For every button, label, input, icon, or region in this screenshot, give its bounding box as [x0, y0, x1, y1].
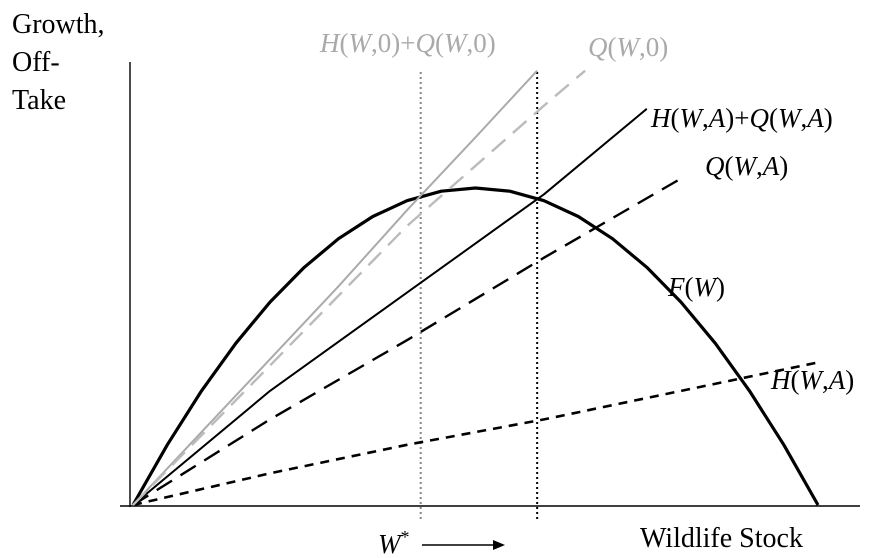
y-axis-label-line-2: Off-: [12, 47, 60, 78]
series-h-w-a-q-w-a-label: H(W,A)+Q(W,A): [650, 103, 833, 133]
curves: [131, 69, 820, 507]
y-axis-label: Growth, Off- Take: [12, 6, 105, 120]
series-h-w-0-q-w-0-label: H(W,0)+Q(W,0): [319, 28, 496, 58]
w-star-annotation: W*: [378, 527, 505, 557]
w-star-arrow-head: [493, 540, 505, 550]
series-f-w-line: [131, 186, 820, 506]
series-h-w-a-q-w-a-line: [132, 108, 648, 506]
x-axis-label: Wildlife Stock: [640, 523, 803, 554]
series-q-w-0-label: Q(W,0): [588, 32, 668, 62]
series-q-w-a-line: [132, 177, 682, 507]
series-h-w-a-label: H(W,A): [770, 365, 854, 395]
w-star-label: W*: [378, 527, 410, 557]
series-f-w-label: F(W): [667, 272, 725, 302]
series-h-w-0-q-w-0-line: [132, 70, 538, 506]
series-q-w-a-label: Q(W,A): [705, 151, 788, 181]
y-axis-label-line-1: Growth,: [12, 9, 105, 40]
series-h-w-a-line: [132, 361, 819, 507]
series-q-w-0-line: [132, 69, 586, 506]
y-axis-label-line-3: Take: [12, 85, 67, 116]
curve-labels: F(W) H(W,A)+Q(W,A) Q(W,A) H(W,A) H(W,0)+Q(W,…: [319, 28, 854, 395]
